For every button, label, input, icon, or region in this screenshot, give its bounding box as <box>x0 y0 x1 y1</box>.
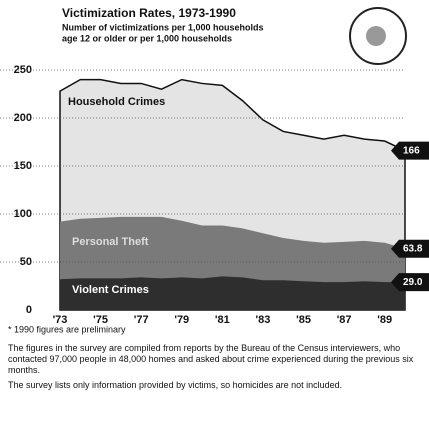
x-tick-label: '83 <box>256 314 271 326</box>
y-tick-label: 100 <box>14 208 32 220</box>
x-tick-label: '77 <box>134 314 149 326</box>
x-tick-label: '89 <box>377 314 392 326</box>
x-tick-label: '85 <box>296 314 311 326</box>
y-tick-label: 250 <box>14 64 32 76</box>
y-tick-label: 200 <box>14 112 32 124</box>
series-label: Violent Crimes <box>72 284 149 296</box>
page: Victimization Rates, 1973-1990 Number of… <box>0 0 429 424</box>
chart-title: Victimization Rates, 1973-1990 <box>62 6 236 20</box>
note: The figures in the survey are compiled f… <box>8 343 423 376</box>
subtitle: Number of victimizations per 1,000 house… <box>62 22 264 32</box>
logo-icon <box>366 26 386 46</box>
series-label: Household Crimes <box>68 96 165 108</box>
y-tick-label: 150 <box>14 160 32 172</box>
x-tick-label: '79 <box>174 314 189 326</box>
x-tick-label: '81 <box>215 314 230 326</box>
y-tick-label: 0 <box>26 304 32 316</box>
x-tick-label: '75 <box>93 314 108 326</box>
series-label: Personal Theft <box>72 236 149 248</box>
end-label: 29.0 <box>403 277 423 288</box>
note: The survey lists only information provid… <box>8 380 423 391</box>
frame: Victimization Rates, 1973-1990 Number of… <box>0 0 429 424</box>
subtitle: age 12 or older or per 1,000 households <box>62 33 232 43</box>
x-tick-label: '87 <box>337 314 352 326</box>
end-label: 166 <box>403 145 420 156</box>
x-tick-label: '73 <box>53 314 68 326</box>
end-label: 63.8 <box>403 243 423 254</box>
